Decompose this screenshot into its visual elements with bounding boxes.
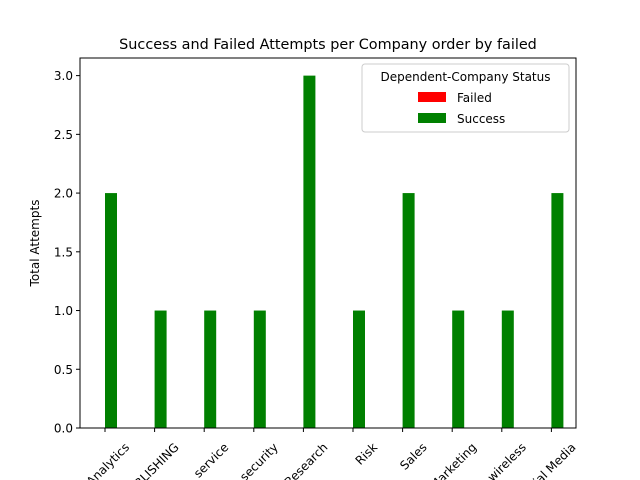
x-tick-label-5: Risk [353,440,381,468]
bar-success-9 [551,193,564,428]
x-tick-label-8: wireless [485,440,529,480]
legend-label-success: Success [457,112,505,126]
legend-swatch-success [418,113,446,123]
x-tick-label-2: service [191,440,231,480]
bar-success-6 [402,193,415,428]
y-tick-label-3: 1.5 [54,245,73,259]
y-tick-label-0: 0.0 [54,422,73,436]
y-tick-label-4: 2.0 [54,187,73,201]
plot-frame [79,57,577,429]
x-tick-label-4: Research [282,440,331,480]
x-tick-label-0: Analytics [84,440,132,480]
legend-title: Dependent-Company Status [380,70,550,84]
x-tick-label-1: PUBLISHING [120,440,181,480]
bar-success-1 [154,310,167,428]
bar-success-3 [253,310,266,428]
y-axis: 0.0 0.5 1.0 1.5 2.0 2.5 3.0 [54,69,80,436]
x-tick-label-7: Marketing [427,440,479,480]
y-tick-label-6: 3.0 [54,69,73,83]
bar-success-2 [204,310,217,428]
bar-success-7 [452,310,465,428]
x-tick-label-3: security [237,440,281,480]
y-axis-label: Total Attempts [28,200,42,288]
bar-success-8 [501,310,514,428]
y-tick-label-5: 2.5 [54,128,73,142]
y-tick-label-1: 0.5 [54,363,73,377]
chart-title: Success and Failed Attempts per Company … [119,37,537,53]
legend-box [361,63,570,133]
bar-success-0 [105,193,117,428]
bar-success-5 [353,310,365,428]
bars-layer [105,75,564,428]
y-tick-label-2: 1.0 [54,304,73,318]
legend-swatch-failed [418,92,446,102]
legend-entries: Failed Success [418,91,505,126]
bar-success-4 [303,75,316,428]
x-tick-label-6: Sales [397,440,429,472]
legend: Dependent-Company Status Failed Success [361,63,570,133]
legend-label-failed: Failed [457,91,492,105]
